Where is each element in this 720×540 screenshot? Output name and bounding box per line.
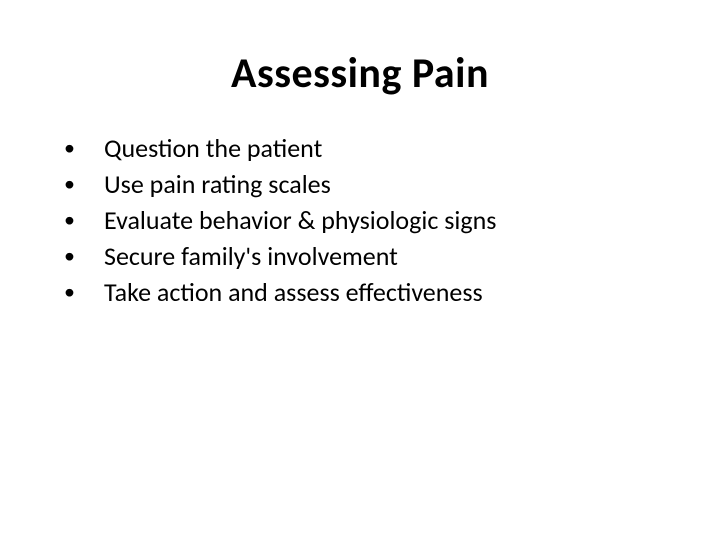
- list-item: • Evaluate behavior & physiologic signs: [60, 203, 660, 237]
- bullet-icon: •: [60, 131, 104, 165]
- bullet-text: Secure family's involvement: [104, 239, 398, 273]
- list-item: • Take action and assess effectiveness: [60, 275, 660, 309]
- bullet-icon: •: [60, 203, 104, 237]
- list-item: • Secure family's involvement: [60, 239, 660, 273]
- slide-title: Assessing Pain: [60, 48, 660, 99]
- bullet-text: Take action and assess effectiveness: [104, 275, 483, 309]
- bullet-icon: •: [60, 239, 104, 273]
- bullet-text: Evaluate behavior & physiologic signs: [104, 203, 496, 237]
- bullet-icon: •: [60, 167, 104, 201]
- bullet-list: • Question the patient • Use pain rating…: [60, 131, 660, 309]
- list-item: • Question the patient: [60, 131, 660, 165]
- bullet-text: Question the patient: [104, 131, 322, 165]
- bullet-icon: •: [60, 275, 104, 309]
- slide-container: Assessing Pain • Question the patient • …: [0, 0, 720, 540]
- list-item: • Use pain rating scales: [60, 167, 660, 201]
- bullet-text: Use pain rating scales: [104, 167, 331, 201]
